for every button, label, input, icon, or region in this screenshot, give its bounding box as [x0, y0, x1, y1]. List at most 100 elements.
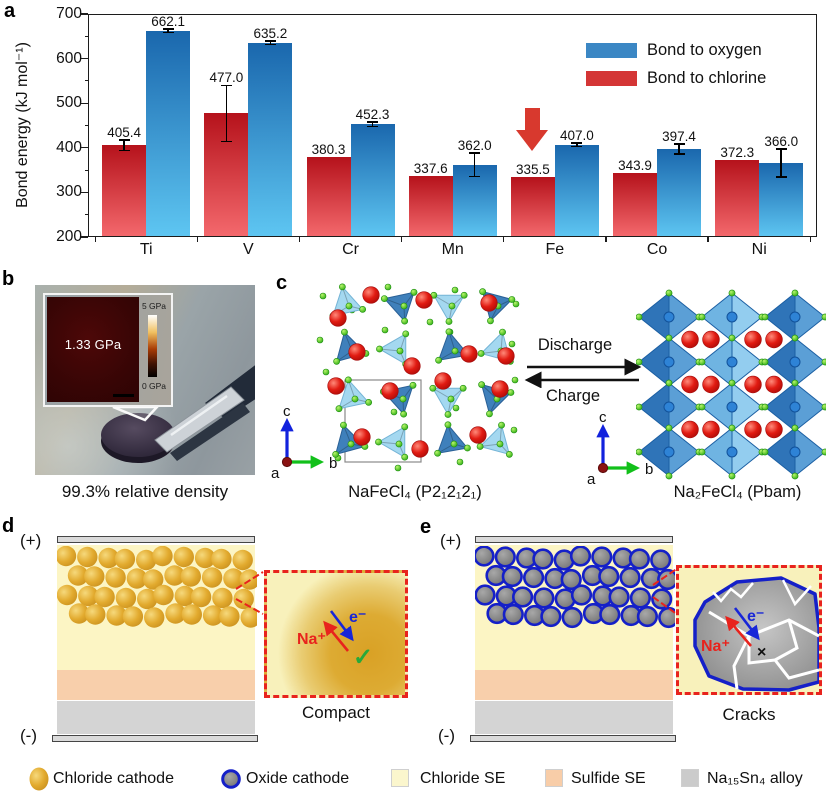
- oxygen-legend-label: Bond to oxygen: [647, 41, 762, 59]
- error-cap: [775, 148, 787, 150]
- chlorine-legend-swatch: [586, 71, 637, 86]
- chloride-particle: [144, 607, 165, 628]
- error-bar: [678, 144, 680, 154]
- tetra-edge: [481, 384, 498, 400]
- oxide-particle: [658, 606, 675, 629]
- value-label: 452.3: [355, 107, 390, 123]
- connector-line: [235, 571, 264, 590]
- fail-mark: ×: [757, 644, 767, 661]
- cl-atom: [791, 334, 799, 342]
- tweezer-lower-prong: [170, 403, 250, 461]
- chloride-particle: [143, 569, 164, 590]
- chart-layer: 200 300 400 500 600 700 Ti V Cr Mn Fe Co Ni 405.4 477.…: [0, 0, 826, 262]
- cl-atom: [496, 440, 504, 448]
- alloy-swatch: [681, 769, 699, 787]
- zoom-connector-lines: [235, 571, 264, 615]
- chloride-particle: [57, 584, 78, 606]
- cl-atom: [791, 472, 799, 480]
- octahedron: [761, 334, 826, 390]
- cracked-particle-graphic: [693, 576, 819, 692]
- cl-atom: [636, 358, 643, 366]
- y-minor-tick: [84, 35, 88, 37]
- negative-electrode-label: (-): [20, 726, 37, 745]
- cl-atom: [399, 395, 407, 403]
- cl-atom: [445, 328, 453, 336]
- y-major-tick: [81, 191, 88, 194]
- colorbar-min-label: 0 GPa: [141, 381, 167, 391]
- check-mark: ✓: [353, 644, 374, 671]
- na2fecl4-structure: [636, 289, 826, 480]
- cl-atom: [451, 347, 459, 355]
- chlorine-bar-Cr: [306, 156, 351, 237]
- na-atom: [497, 347, 515, 365]
- tetra-face: [432, 294, 466, 323]
- cl-atom: [728, 289, 736, 297]
- cl-atom: [476, 443, 484, 450]
- tetra-face: [332, 285, 364, 317]
- cl-atom: [698, 358, 706, 366]
- cl-atom: [435, 356, 442, 364]
- cl-atom: [665, 334, 673, 342]
- cl-atom: [728, 472, 736, 480]
- chloride-particle: [105, 567, 126, 588]
- cl-atom: [426, 318, 434, 326]
- value-label: 380.3: [311, 141, 346, 157]
- chloride-particle: [84, 566, 105, 587]
- fe-atom: [726, 311, 738, 323]
- panel-e-letter: e: [420, 516, 432, 538]
- compact-particle-inset: Na⁺ e⁻ ✓: [264, 570, 408, 698]
- cl-atom: [505, 450, 513, 458]
- cl-atom: [460, 291, 468, 299]
- cl-atom: [394, 464, 402, 472]
- y-minor-tick: [84, 124, 88, 127]
- error-cap: [118, 149, 130, 152]
- na-atom: [403, 357, 421, 375]
- fe-atom: [726, 446, 738, 458]
- oxide-particle: [494, 546, 516, 568]
- tetra-face: [431, 387, 465, 416]
- cl-atom: [452, 404, 460, 412]
- connector-line: [652, 567, 679, 586]
- value-label: 407.0: [559, 127, 594, 143]
- cl-atom: [445, 318, 453, 325]
- tetra-edge: [432, 387, 452, 400]
- y-major-tick: [81, 58, 88, 60]
- oxide-particle: [561, 606, 583, 629]
- a-axis-origin: [597, 462, 609, 474]
- inset-pointer: [112, 405, 160, 422]
- chloride-particle: [201, 567, 223, 588]
- cl-atom: [665, 379, 673, 387]
- chloride-particle: [202, 605, 224, 626]
- tetrahedron-dark: [380, 288, 418, 325]
- chloride-particle: [115, 587, 137, 609]
- chloride-particle: [181, 604, 202, 625]
- tetra-edge: [384, 298, 405, 307]
- cl-atom: [341, 328, 348, 336]
- c-axis-label: c: [283, 403, 291, 420]
- cl-atom: [665, 472, 673, 480]
- x-tick: [809, 237, 811, 242]
- chloride-particle: [190, 586, 212, 608]
- y-minor-tick: [84, 80, 88, 82]
- na2fecl4-formula: Na₂FeCl₄ (Pbam): [673, 483, 802, 501]
- oxide-particle: [569, 546, 592, 567]
- value-label: 397.4: [662, 129, 696, 145]
- value-label: 366.0: [764, 134, 799, 150]
- oxide-particle: [657, 568, 675, 591]
- cl-atom: [456, 458, 464, 466]
- error-cap: [775, 176, 787, 178]
- arrow-head: [516, 130, 549, 151]
- tetra-face: [383, 291, 415, 323]
- axis-indicator-right: c b a: [587, 410, 653, 488]
- fe-atom: [789, 446, 801, 458]
- panel-e-caption: Cracks: [722, 705, 776, 724]
- oxide-particle: [629, 587, 651, 609]
- discharge-charge-arrows: [524, 358, 642, 388]
- cl-atom: [761, 403, 769, 411]
- na-ion-arrow: [725, 615, 752, 647]
- electron-label: e⁻: [747, 608, 765, 625]
- cl-atom: [510, 426, 518, 434]
- cl-atom: [396, 347, 404, 355]
- cl-atom: [464, 444, 471, 452]
- cl-atom: [401, 453, 409, 461]
